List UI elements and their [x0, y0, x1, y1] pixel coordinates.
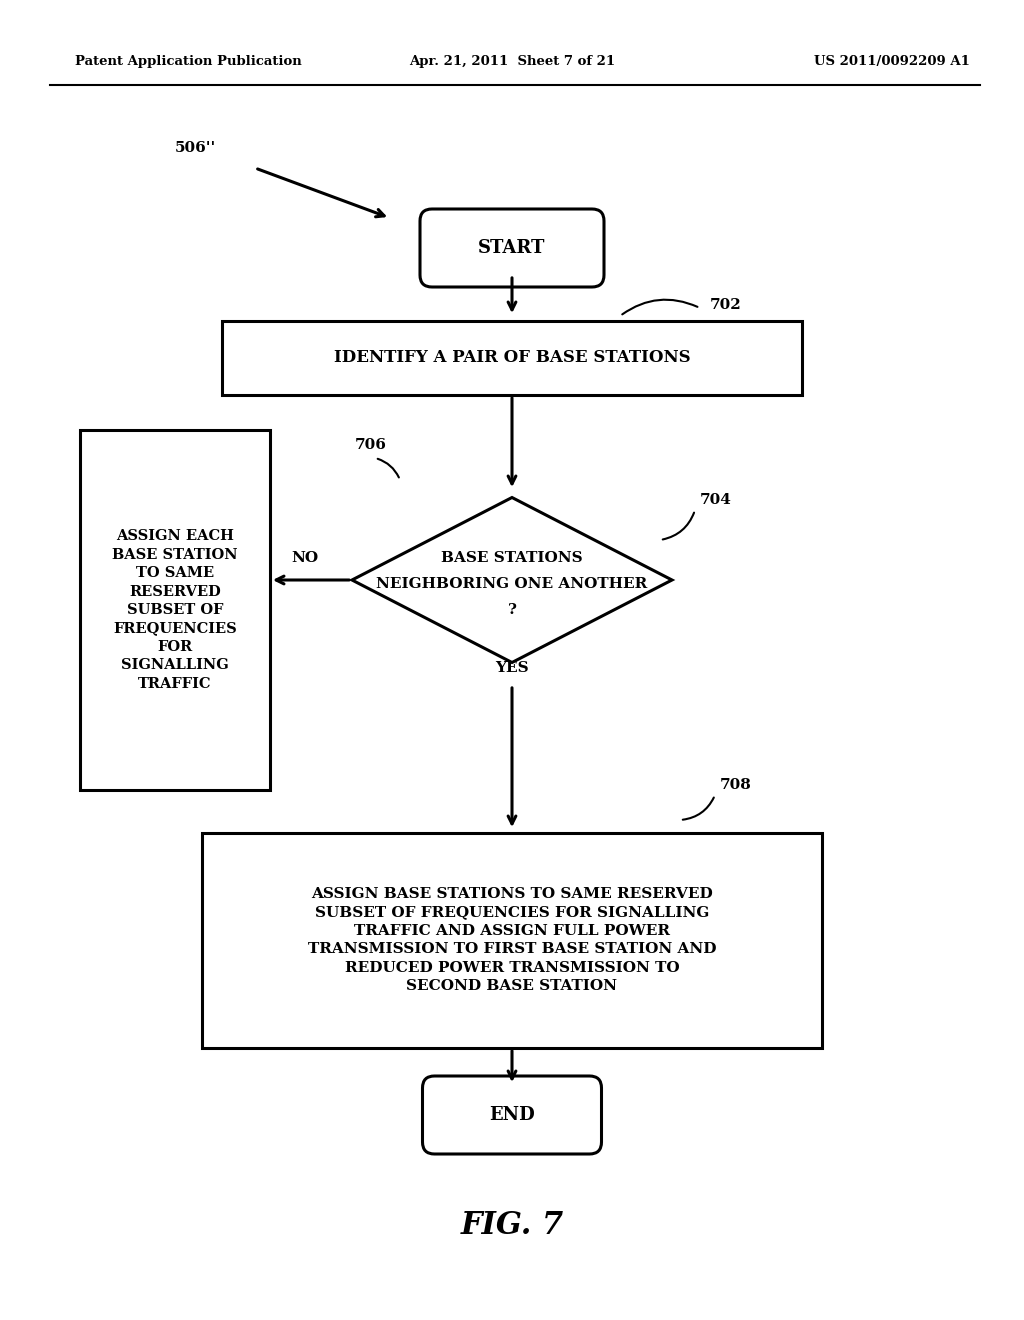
FancyBboxPatch shape — [420, 209, 604, 286]
Text: 706: 706 — [355, 438, 387, 451]
Text: FIG. 7: FIG. 7 — [461, 1209, 563, 1241]
Text: ASSIGN BASE STATIONS TO SAME RESERVED
SUBSET OF FREQUENCIES FOR SIGNALLING
TRAFF: ASSIGN BASE STATIONS TO SAME RESERVED SU… — [308, 887, 716, 993]
FancyBboxPatch shape — [202, 833, 822, 1048]
Text: NO: NO — [292, 550, 318, 565]
Text: 506'': 506'' — [175, 141, 216, 154]
Text: Apr. 21, 2011  Sheet 7 of 21: Apr. 21, 2011 Sheet 7 of 21 — [409, 55, 615, 69]
Text: START: START — [478, 239, 546, 257]
FancyBboxPatch shape — [222, 321, 802, 395]
Text: IDENTIFY A PAIR OF BASE STATIONS: IDENTIFY A PAIR OF BASE STATIONS — [334, 350, 690, 367]
Text: 708: 708 — [720, 777, 752, 792]
Text: BASE STATIONS: BASE STATIONS — [441, 550, 583, 565]
Text: END: END — [489, 1106, 535, 1125]
Text: US 2011/0092209 A1: US 2011/0092209 A1 — [814, 55, 970, 69]
Text: Patent Application Publication: Patent Application Publication — [75, 55, 302, 69]
Text: ?: ? — [508, 603, 516, 616]
FancyBboxPatch shape — [423, 1076, 601, 1154]
Text: 704: 704 — [700, 492, 732, 507]
Text: NEIGHBORING ONE ANOTHER: NEIGHBORING ONE ANOTHER — [377, 577, 647, 591]
Text: 702: 702 — [710, 298, 741, 312]
FancyBboxPatch shape — [80, 430, 270, 789]
Text: ASSIGN EACH
BASE STATION
TO SAME
RESERVED
SUBSET OF
FREQUENCIES
FOR
SIGNALLING
T: ASSIGN EACH BASE STATION TO SAME RESERVE… — [113, 529, 238, 690]
Text: YES: YES — [496, 661, 528, 675]
Polygon shape — [352, 498, 672, 663]
